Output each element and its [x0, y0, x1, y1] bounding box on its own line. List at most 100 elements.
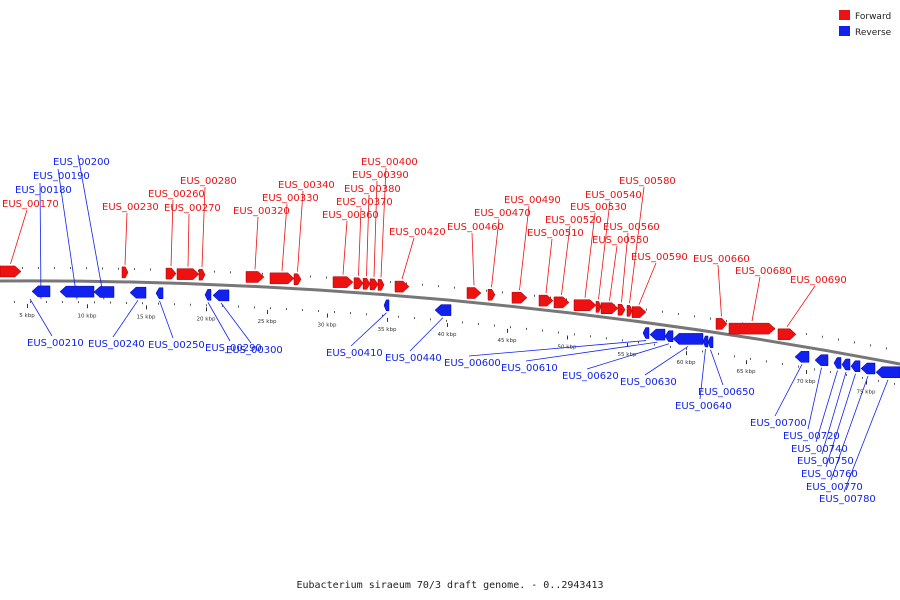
gene-label[interactable]: EUS_00780: [819, 494, 876, 505]
gene-arrow-eus-00190[interactable]: [59, 285, 95, 298]
gene-label[interactable]: EUS_00610: [501, 363, 558, 374]
gene-label[interactable]: EUS_00380: [344, 184, 401, 195]
gene-arrow-eus-00280[interactable]: [198, 268, 206, 281]
gene-arrow-eus-00370[interactable]: [353, 277, 364, 289]
gene-label[interactable]: EUS_00180: [15, 185, 72, 196]
gene-label[interactable]: EUS_00490: [504, 195, 561, 206]
gene-arrow-eus-00750[interactable]: [841, 358, 851, 371]
gene-label[interactable]: EUS_00770: [806, 482, 863, 493]
gene-arrow-eus-00680[interactable]: [728, 322, 776, 335]
gene-label[interactable]: EUS_00300: [226, 345, 283, 356]
gene-label[interactable]: EUS_00650: [698, 387, 755, 398]
gene-label[interactable]: EUS_00620: [562, 371, 619, 382]
gene-arrow-eus-00780[interactable]: [875, 366, 900, 378]
gene-arrow-eus-00270[interactable]: [176, 268, 200, 280]
gene-label[interactable]: EUS_00400: [361, 157, 418, 168]
gene-arrow-eus-00520[interactable]: [553, 296, 570, 309]
gene-label[interactable]: EUS_00750: [797, 456, 854, 467]
gene-label[interactable]: EUS_00230: [102, 202, 159, 213]
gene-label[interactable]: EUS_00170: [2, 199, 59, 210]
gene-arrow-eus-00640[interactable]: [702, 335, 709, 348]
gene-label[interactable]: EUS_00410: [326, 348, 383, 359]
gene-arrow-eus-00330[interactable]: [269, 272, 295, 285]
gene-arrow-eus-00630[interactable]: [672, 333, 704, 345]
gene-label[interactable]: EUS_00520: [545, 215, 602, 226]
gene-label[interactable]: EUS_00290: [205, 343, 262, 354]
gene-label[interactable]: EUS_00540: [585, 190, 642, 201]
gene-label[interactable]: EUS_00470: [474, 208, 531, 219]
gene-label[interactable]: EUS_00740: [791, 444, 848, 455]
gene-label[interactable]: EUS_00360: [322, 210, 379, 221]
gene-arrow-eus-00540[interactable]: [595, 301, 602, 313]
gene-label[interactable]: EUS_00190: [33, 171, 90, 182]
gene-label[interactable]: EUS_00550: [592, 235, 649, 246]
gene-arrow-eus-00390[interactable]: [369, 278, 379, 291]
gene-label[interactable]: EUS_00510: [527, 228, 584, 239]
gene-label[interactable]: EUS_00530: [570, 202, 627, 213]
gene-label[interactable]: EUS_00330: [262, 193, 319, 204]
gene-arrow-eus-00400[interactable]: [377, 279, 385, 291]
gene-arrow-eus-00440[interactable]: [434, 304, 452, 316]
gene-arrow-eus-00600[interactable]: [642, 327, 650, 339]
gene-arrow-eus-00240[interactable]: [129, 286, 147, 299]
gene-arrow-eus-00470[interactable]: [487, 289, 496, 301]
gene-label[interactable]: EUS_00260: [148, 189, 205, 200]
gene-label[interactable]: EUS_00690: [790, 275, 847, 286]
gene-arrow-eus-00410[interactable]: [383, 299, 390, 312]
gene-label[interactable]: EUS_00440: [385, 353, 442, 364]
gene-arrow-eus-00380[interactable]: [362, 278, 371, 290]
gene-label[interactable]: EUS_00700: [750, 418, 807, 429]
gene-arrow-eus-00770[interactable]: [860, 362, 876, 375]
gene-arrow-eus-00290[interactable]: [204, 289, 212, 301]
gene-label[interactable]: EUS_00280: [180, 176, 237, 187]
gene-arrow-eus-00300[interactable]: [212, 289, 230, 302]
gene-label[interactable]: EUS_00370: [336, 197, 393, 208]
gene-arrow-eus-00620[interactable]: [664, 330, 674, 342]
gene-label[interactable]: EUS_00600: [444, 358, 501, 369]
gene-label[interactable]: EUS_00720: [783, 431, 840, 442]
gene-label[interactable]: EUS_00270: [164, 203, 221, 214]
gene-label[interactable]: EUS_00240: [88, 339, 145, 350]
gene-arrow-eus-00340[interactable]: [293, 273, 302, 285]
gene-arrow-eus-00580[interactable]: [626, 305, 633, 317]
gene-arrow-eus-00690[interactable]: [777, 328, 797, 341]
gene-label[interactable]: EUS_00320: [233, 206, 290, 217]
gene-label[interactable]: EUS_00680: [735, 266, 792, 277]
gene-label[interactable]: EUS_00460: [447, 222, 504, 233]
gene-label[interactable]: EUS_00560: [603, 222, 660, 233]
gene-arrow-eus-00460[interactable]: [466, 287, 482, 299]
gene-label[interactable]: EUS_00420: [389, 227, 446, 238]
gene-label[interactable]: EUS_00580: [619, 176, 676, 187]
gene-label[interactable]: EUS_00200: [53, 157, 110, 168]
gene-arrow-eus-00180[interactable]: [31, 285, 51, 298]
gene-arrow-eus-00320[interactable]: [245, 271, 265, 283]
gene-arrow-eus-00420[interactable]: [394, 280, 410, 293]
gene-arrow-eus-00230[interactable]: [121, 266, 129, 279]
gene-arrow-eus-00740[interactable]: [833, 357, 842, 369]
gene-arrow-eus-00760[interactable]: [850, 360, 861, 372]
gene-arrow-eus-00200[interactable]: [93, 286, 115, 298]
gene-label[interactable]: EUS_00660: [693, 254, 750, 265]
gene-label[interactable]: EUS_00590: [631, 252, 688, 263]
gene-label[interactable]: EUS_00640: [675, 401, 732, 412]
gene-arrow-eus-00550[interactable]: [600, 302, 619, 315]
gene-arrow-eus-00360[interactable]: [332, 276, 354, 288]
gene-arrow-eus-00590[interactable]: [631, 306, 647, 318]
gene-label[interactable]: EUS_00250: [148, 340, 205, 351]
gene-arrow-eus-00510[interactable]: [538, 294, 554, 307]
gene-label[interactable]: EUS_00340: [278, 180, 335, 191]
gene-arrow-eus-00250[interactable]: [155, 287, 164, 299]
gene-label[interactable]: EUS_00390: [352, 170, 409, 181]
gene-arrow-eus-00650[interactable]: [707, 336, 714, 348]
gene-arrow-eus-00260[interactable]: [165, 267, 177, 280]
gene-arrow-eus-00720[interactable]: [814, 354, 829, 366]
gene-label[interactable]: EUS_00210: [27, 338, 84, 349]
gene-arrow-eus-00170[interactable]: [0, 265, 22, 278]
gene-label[interactable]: EUS_00630: [620, 377, 677, 388]
gene-arrow-eus-00700[interactable]: [794, 351, 810, 363]
gene-arrow-eus-00610[interactable]: [649, 328, 666, 341]
gene-arrow-eus-00560[interactable]: [617, 304, 626, 316]
gene-arrow-eus-00660[interactable]: [715, 318, 728, 330]
gene-arrow-eus-00490[interactable]: [511, 291, 528, 304]
gene-arrow-eus-00530[interactable]: [573, 299, 597, 311]
